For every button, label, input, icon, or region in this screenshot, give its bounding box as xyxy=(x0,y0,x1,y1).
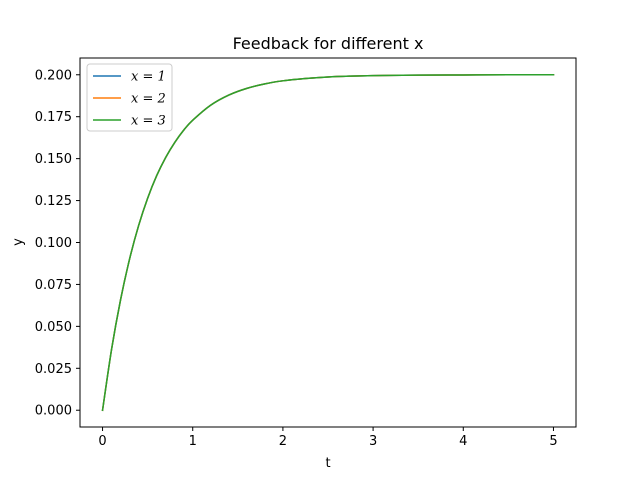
x-tick-label: 0 xyxy=(98,434,106,449)
x-tick-label: 5 xyxy=(549,434,557,449)
y-tick-label: 0.025 xyxy=(35,362,72,377)
legend-box xyxy=(86,63,173,132)
y-tick-label: 0.075 xyxy=(35,278,72,293)
y-tick-label: 0.050 xyxy=(35,320,72,335)
x-axis-ticks: 0 1 2 3 4 5 xyxy=(98,427,558,449)
y-tick-label: 0.100 xyxy=(35,236,72,251)
series-group xyxy=(101,74,555,412)
x-axis-label: t xyxy=(325,456,330,471)
x-tick-label: 2 xyxy=(279,434,287,449)
legend: x = 1 x = 2 x = 3 xyxy=(86,63,173,132)
y-tick-label: 0.150 xyxy=(35,152,72,167)
y-tick-label: 0.200 xyxy=(35,68,72,83)
y-tick-label: 0.175 xyxy=(35,110,72,125)
y-tick-label: 0.000 xyxy=(35,404,72,419)
series-line-x3 xyxy=(101,74,555,412)
legend-label: x = 1 xyxy=(131,70,166,85)
chart-title: Feedback for different x xyxy=(233,34,424,53)
x-tick-label: 4 xyxy=(459,434,467,449)
y-axis-label: y xyxy=(11,238,26,246)
legend-items: x = 1 x = 2 x = 3 xyxy=(93,70,166,129)
y-axis-ticks: 0.000 0.025 0.050 0.075 0.100 0.125 0.150 0.175… xyxy=(35,68,80,419)
x-tick-label: 3 xyxy=(369,434,377,449)
legend-label: x = 2 xyxy=(131,92,166,107)
x-tick-label: 1 xyxy=(189,434,197,449)
legend-label: x = 3 xyxy=(131,114,166,129)
y-tick-label: 0.125 xyxy=(35,194,72,209)
